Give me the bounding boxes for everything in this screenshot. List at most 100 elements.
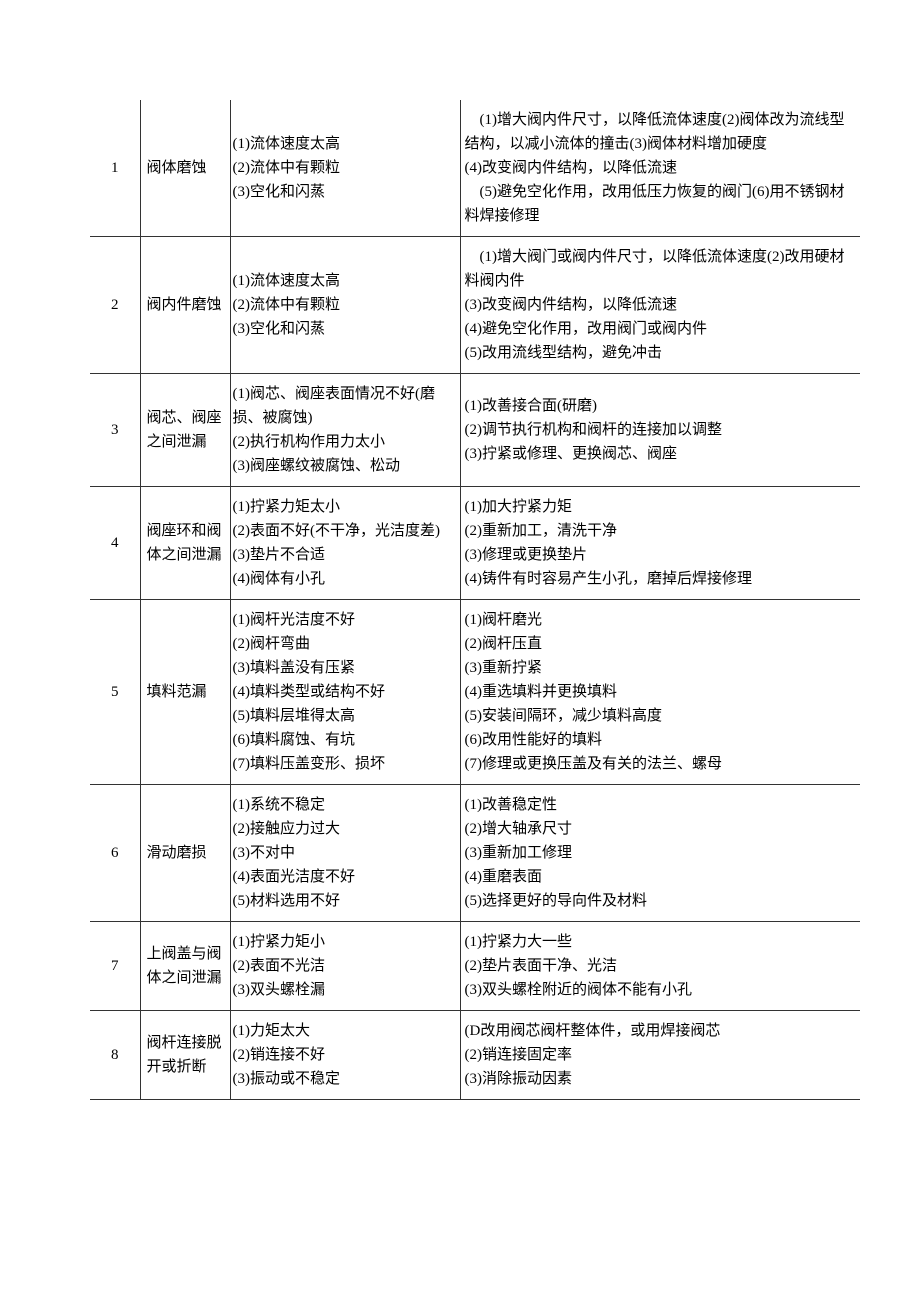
cause-line: (3)填料盖没有压紧 xyxy=(233,656,454,680)
fix-line: (D改用阀芯阀杆整体件，或用焊接阀芯 xyxy=(465,1019,857,1043)
fix-line: (2)阀杆压直 xyxy=(465,632,857,656)
fix-line: (4)重选填料并更换填料 xyxy=(465,680,857,704)
fix-line: (3)消除振动因素 xyxy=(465,1067,857,1091)
fault-fix: (1)拧紧力大一些(2)垫片表面干净、光洁(3)双头螺栓附近的阀体不能有小孔 xyxy=(460,922,860,1011)
fix-line: (4)铸件有时容易产生小孔，磨掉后焊接修理 xyxy=(465,567,857,591)
cause-line: (4)填料类型或结构不好 xyxy=(233,680,454,704)
cause-line: (5)填料层堆得太高 xyxy=(233,704,454,728)
fix-line: (4)重磨表面 xyxy=(465,865,857,889)
fix-line: (6)改用性能好的填料 xyxy=(465,728,857,752)
fix-line: (1)拧紧力大一些 xyxy=(465,930,857,954)
cause-line: (2)接触应力过大 xyxy=(233,817,454,841)
cause-line: (6)填料腐蚀、有坑 xyxy=(233,728,454,752)
cause-line: (3)阀座螺纹被腐蚀、松动 xyxy=(233,454,454,478)
row-number: 4 xyxy=(90,487,140,600)
cause-line: (4)阀体有小孔 xyxy=(233,567,454,591)
fix-line: (2)销连接固定率 xyxy=(465,1043,857,1067)
cause-line: (1)拧紧力矩小 xyxy=(233,930,454,954)
cause-line: (2)阀杆弯曲 xyxy=(233,632,454,656)
fault-cause: (1)流体速度太高(2)流体中有颗粒(3)空化和闪蒸 xyxy=(230,100,460,237)
fix-line: (3)修理或更换垫片 xyxy=(465,543,857,567)
table-row: 3阀芯、阀座之间泄漏(1)阀芯、阀座表面情况不好(磨损、被腐蚀)(2)执行机构作… xyxy=(90,374,860,487)
row-number: 5 xyxy=(90,600,140,785)
cause-line: (3)不对中 xyxy=(233,841,454,865)
fault-name: 滑动磨损 xyxy=(140,785,230,922)
fix-line: (5)改用流线型结构，避免冲击 xyxy=(465,341,857,365)
fix-line: (1)增大阀内件尺寸，以降低流体速度(2)阀体改为流线型结构，以减小流体的撞击(… xyxy=(465,108,857,156)
fix-line: (1)改善接合面(研磨) xyxy=(465,394,857,418)
fault-cause: (1)拧紧力矩小(2)表面不光洁(3)双头螺栓漏 xyxy=(230,922,460,1011)
fault-fix: (1)阀杆磨光(2)阀杆压直(3)重新拧紧(4)重选填料并更换填料(5)安装间隔… xyxy=(460,600,860,785)
fix-line: (2)重新加工，清洗干净 xyxy=(465,519,857,543)
fix-line: (3)改变阀内件结构，以降低流速 xyxy=(465,293,857,317)
table-row: 2阀内件磨蚀(1)流体速度太高(2)流体中有颗粒(3)空化和闪蒸 (1)增大阀门… xyxy=(90,237,860,374)
fix-line: (2)垫片表面干净、光洁 xyxy=(465,954,857,978)
table-row: 5填料范漏(1)阀杆光洁度不好(2)阀杆弯曲(3)填料盖没有压紧(4)填料类型或… xyxy=(90,600,860,785)
cause-line: (1)阀杆光洁度不好 xyxy=(233,608,454,632)
fix-line: (4)避免空化作用，改用阀门或阀内件 xyxy=(465,317,857,341)
row-number: 7 xyxy=(90,922,140,1011)
table-row: 4阀座环和阀体之间泄漏(1)拧紧力矩太小(2)表面不好(不干净，光洁度差) (3… xyxy=(90,487,860,600)
row-number: 2 xyxy=(90,237,140,374)
table-row: 7上阀盖与阀体之间泄漏(1)拧紧力矩小(2)表面不光洁(3)双头螺栓漏(1)拧紧… xyxy=(90,922,860,1011)
fault-name: 阀座环和阀体之间泄漏 xyxy=(140,487,230,600)
fault-table: 1阀体磨蚀(1)流体速度太高(2)流体中有颗粒(3)空化和闪蒸 (1)增大阀内件… xyxy=(90,100,860,1100)
fault-name: 阀体磨蚀 xyxy=(140,100,230,237)
fault-name: 阀内件磨蚀 xyxy=(140,237,230,374)
fix-line: (1)改善稳定性 xyxy=(465,793,857,817)
fault-name: 阀芯、阀座之间泄漏 xyxy=(140,374,230,487)
cause-line: (4)表面光洁度不好 xyxy=(233,865,454,889)
fix-line: (1)增大阀门或阀内件尺寸，以降低流体速度(2)改用硬材料阀内件 xyxy=(465,245,857,293)
fault-fix: (1)增大阀门或阀内件尺寸，以降低流体速度(2)改用硬材料阀内件(3)改变阀内件… xyxy=(460,237,860,374)
fault-name: 填料范漏 xyxy=(140,600,230,785)
row-number: 3 xyxy=(90,374,140,487)
cause-line: (7)填料压盖变形、损坏 xyxy=(233,752,454,776)
fault-cause: (1)阀杆光洁度不好(2)阀杆弯曲(3)填料盖没有压紧(4)填料类型或结构不好(… xyxy=(230,600,460,785)
cause-line: (2)表面不光洁 xyxy=(233,954,454,978)
fix-line: (3)重新加工修理 xyxy=(465,841,857,865)
fix-line: (3)重新拧紧 xyxy=(465,656,857,680)
fix-line: (1)阀杆磨光 xyxy=(465,608,857,632)
fault-fix: (D改用阀芯阀杆整体件，或用焊接阀芯(2)销连接固定率(3)消除振动因素 xyxy=(460,1011,860,1100)
cause-line: (2)执行机构作用力太小 xyxy=(233,430,454,454)
cause-line: (3)空化和闪蒸 xyxy=(233,317,454,341)
cause-line: (3)空化和闪蒸 xyxy=(233,180,454,204)
fix-line: (3)双头螺栓附近的阀体不能有小孔 xyxy=(465,978,857,1002)
cause-line: (1)阀芯、阀座表面情况不好(磨损、被腐蚀) xyxy=(233,382,454,430)
cause-line: (2)流体中有颗粒 xyxy=(233,293,454,317)
fix-line: (2)调节执行机构和阀杆的连接加以调整 xyxy=(465,418,857,442)
fault-cause: (1)系统不稳定(2)接触应力过大(3)不对中(4)表面光洁度不好(5)材料选用… xyxy=(230,785,460,922)
fix-line: (2)增大轴承尺寸 xyxy=(465,817,857,841)
cause-line: (2)表面不好(不干净，光洁度差) (3)垫片不合适 xyxy=(233,519,454,567)
fix-line: (3)拧紧或修理、更换阀芯、阀座 xyxy=(465,442,857,466)
fault-fix: (1)加大拧紧力矩(2)重新加工，清洗干净(3)修理或更换垫片(4)铸件有时容易… xyxy=(460,487,860,600)
fix-line: (5)安装间隔环，减少填料高度 xyxy=(465,704,857,728)
fault-cause: (1)力矩太大(2)销连接不好(3)振动或不稳定 xyxy=(230,1011,460,1100)
document-page: 1阀体磨蚀(1)流体速度太高(2)流体中有颗粒(3)空化和闪蒸 (1)增大阀内件… xyxy=(0,0,920,1160)
table-row: 1阀体磨蚀(1)流体速度太高(2)流体中有颗粒(3)空化和闪蒸 (1)增大阀内件… xyxy=(90,100,860,237)
cause-line: (5)材料选用不好 xyxy=(233,889,454,913)
fault-name: 阀杆连接脱开或折断 xyxy=(140,1011,230,1100)
fault-cause: (1)阀芯、阀座表面情况不好(磨损、被腐蚀)(2)执行机构作用力太小(3)阀座螺… xyxy=(230,374,460,487)
table-row: 6滑动磨损(1)系统不稳定(2)接触应力过大(3)不对中(4)表面光洁度不好(5… xyxy=(90,785,860,922)
cause-line: (2)流体中有颗粒 xyxy=(233,156,454,180)
row-number: 1 xyxy=(90,100,140,237)
fix-line: (4)改变阀内件结构，以降低流速 xyxy=(465,156,857,180)
fault-fix: (1)改善接合面(研磨)(2)调节执行机构和阀杆的连接加以调整(3)拧紧或修理、… xyxy=(460,374,860,487)
table-row: 8阀杆连接脱开或折断(1)力矩太大(2)销连接不好(3)振动或不稳定(D改用阀芯… xyxy=(90,1011,860,1100)
cause-line: (1)流体速度太高 xyxy=(233,132,454,156)
cause-line: (1)拧紧力矩太小 xyxy=(233,495,454,519)
fix-line: (5)选择更好的导向件及材料 xyxy=(465,889,857,913)
fault-cause: (1)拧紧力矩太小(2)表面不好(不干净，光洁度差) (3)垫片不合适(4)阀体… xyxy=(230,487,460,600)
cause-line: (1)力矩太大 xyxy=(233,1019,454,1043)
fault-fix: (1)改善稳定性(2)增大轴承尺寸(3)重新加工修理(4)重磨表面(5)选择更好… xyxy=(460,785,860,922)
fault-cause: (1)流体速度太高(2)流体中有颗粒(3)空化和闪蒸 xyxy=(230,237,460,374)
row-number: 6 xyxy=(90,785,140,922)
fix-line: (1)加大拧紧力矩 xyxy=(465,495,857,519)
fault-fix: (1)增大阀内件尺寸，以降低流体速度(2)阀体改为流线型结构，以减小流体的撞击(… xyxy=(460,100,860,237)
cause-line: (3)振动或不稳定 xyxy=(233,1067,454,1091)
fault-name: 上阀盖与阀体之间泄漏 xyxy=(140,922,230,1011)
fix-line: (5)避免空化作用，改用低压力恢复的阀门(6)用不锈钢材料焊接修理 xyxy=(465,180,857,228)
cause-line: (1)流体速度太高 xyxy=(233,269,454,293)
fix-line: (7)修理或更换压盖及有关的法兰、螺母 xyxy=(465,752,857,776)
